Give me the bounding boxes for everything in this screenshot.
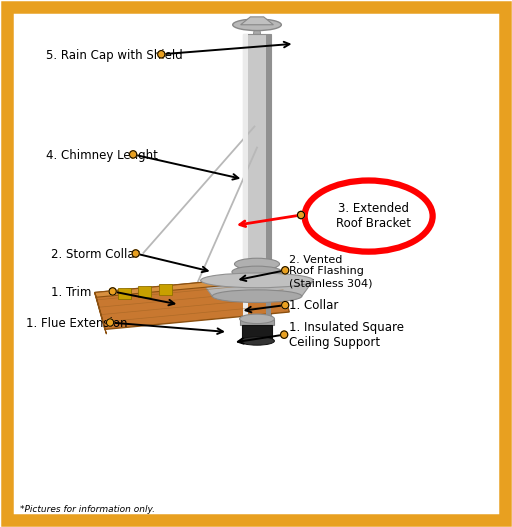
Ellipse shape [232,19,282,31]
Circle shape [158,51,165,58]
Ellipse shape [232,266,282,278]
Circle shape [297,211,305,219]
Ellipse shape [201,273,313,288]
Text: 1. Collar: 1. Collar [289,299,338,311]
Bar [138,286,151,297]
Ellipse shape [240,337,274,345]
Circle shape [132,250,139,257]
Bar [118,288,131,299]
Text: 2. Vented
Roof Flashing
(Stainless 304): 2. Vented Roof Flashing (Stainless 304) [289,255,373,288]
Text: 2. Storm Collar: 2. Storm Collar [51,248,140,261]
Circle shape [109,288,116,295]
Polygon shape [243,34,271,319]
Text: 4. Chimney Lenght: 4. Chimney Lenght [46,149,158,162]
Circle shape [106,319,114,326]
Polygon shape [241,17,273,25]
Circle shape [282,301,289,309]
Polygon shape [242,325,272,341]
Polygon shape [237,264,277,272]
Text: *Pictures for information only.: *Pictures for information only. [20,505,156,514]
Text: 1. Trim: 1. Trim [51,286,92,299]
Ellipse shape [212,290,302,302]
Text: 3. Extended
Roof Bracket: 3. Extended Roof Bracket [336,202,411,230]
Polygon shape [243,34,248,319]
Circle shape [130,151,137,158]
Circle shape [282,267,289,274]
Ellipse shape [305,180,433,251]
Text: 1. Insulated Square
Ceiling Support: 1. Insulated Square Ceiling Support [289,320,404,349]
Polygon shape [95,275,281,297]
Polygon shape [95,275,289,329]
Bar [159,284,172,295]
Polygon shape [240,319,274,325]
Ellipse shape [234,258,280,270]
Circle shape [281,331,288,338]
Polygon shape [95,292,106,334]
Polygon shape [266,34,271,319]
Polygon shape [201,280,313,296]
Text: 5. Rain Cap with Shield: 5. Rain Cap with Shield [46,49,183,62]
Text: 1. Flue Extension: 1. Flue Extension [26,317,127,330]
Polygon shape [253,27,261,34]
Ellipse shape [240,314,274,324]
